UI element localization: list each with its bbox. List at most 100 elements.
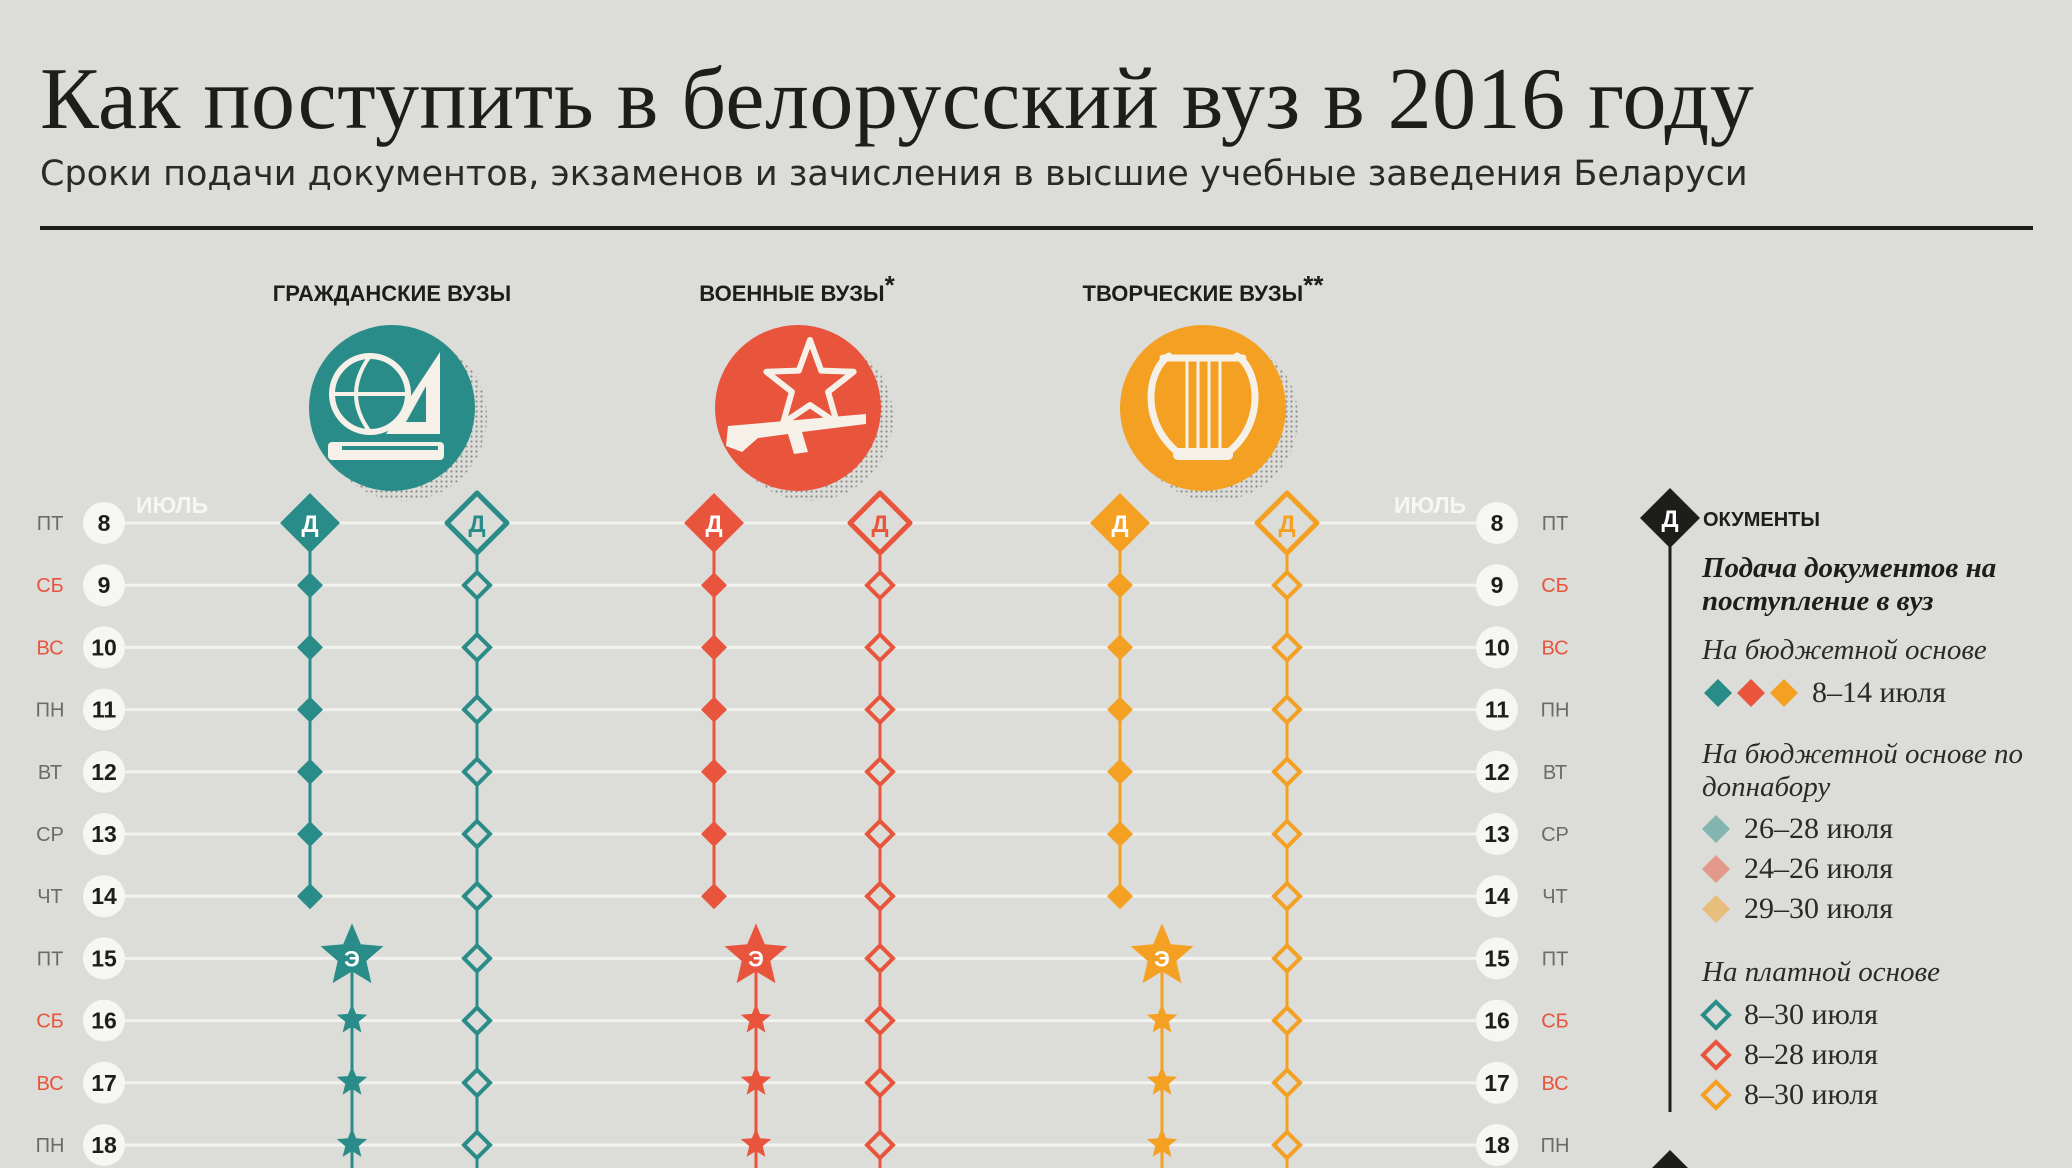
date-badge	[1476, 750, 1518, 793]
legend-paid-range-military: 8–28 июля	[1744, 1038, 1878, 1071]
legend-letter: Д	[1661, 506, 1678, 533]
date-label: 13	[91, 821, 117, 847]
star-shape	[763, 337, 857, 427]
date-label: 16	[1484, 1008, 1510, 1034]
start-marker-letter: Д	[1278, 511, 1295, 538]
date-badge	[1476, 1124, 1518, 1166]
series-0-exams: Э	[320, 923, 384, 1168]
day-marker	[864, 942, 896, 975]
day-marker	[461, 1004, 493, 1037]
exam-day-marker	[336, 1003, 368, 1033]
day-marker	[1271, 1066, 1303, 1099]
series-0-documents-budget: Д	[280, 493, 340, 910]
day-marker	[461, 693, 493, 726]
icon-circle	[715, 325, 881, 491]
exam-day-marker	[740, 1065, 772, 1095]
lyre-base	[1173, 448, 1233, 460]
legend-budget-label: На бюджетной основе	[1702, 634, 1987, 666]
star-rifle-icon	[715, 325, 893, 501]
exam-day-marker	[1146, 1065, 1178, 1095]
day-marker	[701, 883, 727, 910]
group-header: ГРАЖДАНСКИЕ ВУЗЫ	[273, 281, 511, 306]
date-badge	[83, 813, 125, 855]
exam-start-marker	[320, 923, 384, 984]
day-marker	[1271, 631, 1303, 664]
date-badge	[83, 999, 125, 1042]
start-marker-letter: Д	[705, 511, 722, 538]
day-marker	[1271, 942, 1303, 975]
series-2-documents-budget: Д	[1090, 493, 1150, 910]
legend-extra-swatch	[1702, 895, 1730, 923]
date-badge	[83, 502, 125, 544]
weekday-label: ВС	[1541, 637, 1568, 659]
weekday-label: ПН	[36, 700, 65, 722]
exam-marker-letter: Э	[344, 946, 360, 971]
date-label: 9	[1491, 572, 1504, 598]
weekday-label: ЧТ	[1542, 886, 1568, 908]
weekday-label: ВС	[36, 1073, 63, 1095]
day-marker	[297, 572, 323, 599]
month-label-right: ИЮЛЬ	[1394, 492, 1466, 518]
legend-extra-swatch	[1702, 855, 1730, 883]
date-badge	[1476, 875, 1518, 918]
day-marker	[1107, 821, 1133, 847]
lyre-frame	[1147, 352, 1259, 454]
group-footnote-mark: **	[1303, 270, 1324, 300]
exam-day-marker	[740, 1003, 772, 1033]
globe-ruler-book-icon	[309, 325, 487, 501]
legend-header: ОКУМЕНТЫ	[1703, 509, 1820, 531]
date-label: 14	[91, 883, 117, 909]
weekday-label: СБ	[1541, 575, 1569, 597]
exam-day-marker	[1146, 1003, 1178, 1033]
start-marker	[1090, 493, 1150, 553]
start-marker-letter: Д	[468, 511, 485, 538]
group-header: ВОЕННЫЕ ВУЗЫ*	[699, 270, 895, 306]
book-page-line	[342, 446, 438, 450]
weekday-label: СБ	[1541, 1011, 1569, 1033]
date-badge	[1476, 1061, 1518, 1104]
date-label: 18	[1484, 1132, 1510, 1158]
date-badge	[1476, 564, 1518, 607]
day-marker	[701, 696, 727, 723]
day-marker	[461, 818, 493, 850]
start-marker	[280, 493, 340, 553]
day-marker	[461, 755, 493, 788]
date-label: 8	[1491, 510, 1504, 536]
day-marker	[461, 880, 493, 913]
date-badge	[83, 1124, 125, 1166]
day-marker	[864, 755, 896, 788]
date-label: 12	[1484, 759, 1510, 785]
day-marker	[1271, 569, 1303, 602]
day-marker	[864, 1129, 896, 1161]
weekday-label: ВС	[1541, 1073, 1568, 1095]
date-badge	[1476, 999, 1518, 1042]
series-0-documents-paid: Д	[444, 490, 510, 1168]
legend-paid-label: На платной основе	[1702, 956, 1940, 988]
start-marker	[684, 493, 744, 553]
date-badge	[1476, 626, 1518, 669]
weekday-label: СР	[36, 824, 64, 846]
legend-extra-range-civil: 26–28 июля	[1744, 812, 1893, 845]
date-label: 16	[91, 1008, 117, 1034]
day-marker	[864, 569, 896, 602]
date-label: 15	[91, 945, 117, 971]
date-badge	[83, 937, 125, 980]
group-header: ТВОРЧЕСКИЕ ВУЗЫ**	[1083, 270, 1325, 306]
date-badge	[1476, 502, 1518, 544]
icon-circle	[1120, 325, 1286, 491]
start-marker-letter: Д	[1111, 511, 1128, 538]
exam-start-marker	[724, 923, 788, 984]
day-marker	[864, 1004, 896, 1037]
weekday-label: ВС	[36, 637, 63, 659]
legend-next-marker	[1652, 1150, 1688, 1168]
legend-extra-swatch	[1702, 815, 1730, 843]
day-marker	[864, 1066, 896, 1099]
series-1-exams: Э	[724, 923, 788, 1168]
day-marker	[1271, 755, 1303, 788]
day-marker	[1271, 880, 1303, 913]
legend-extra-range-creative: 29–30 июля	[1744, 892, 1893, 925]
day-marker	[1107, 758, 1133, 785]
weekday-label: ПТ	[1542, 513, 1569, 535]
series-2-exams: Э	[1130, 923, 1194, 1168]
book-shape	[328, 442, 444, 460]
